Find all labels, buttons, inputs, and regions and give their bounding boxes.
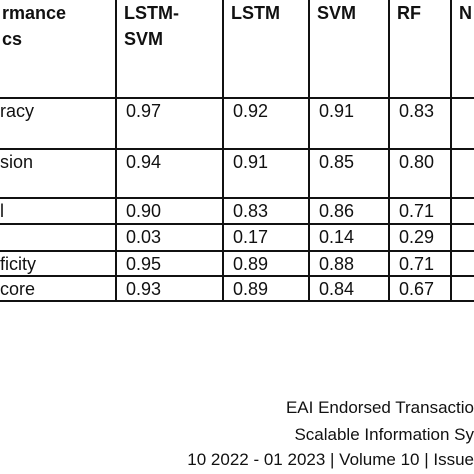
row-line [0, 97, 474, 99]
cell: 0.71 [399, 254, 435, 274]
row-label: sion [0, 152, 34, 172]
cell: 0.80 [399, 152, 435, 172]
cell: 0.89 [233, 254, 269, 274]
header-cell: LSTM [231, 3, 280, 23]
cell: 0.83 [399, 101, 435, 121]
row-line [0, 300, 474, 302]
cell: 0.89 [233, 279, 269, 299]
header-cell: SVM [317, 3, 357, 23]
header-cell: LSTM- SVM [124, 3, 179, 49]
cell: 0.93 [126, 279, 162, 299]
row-line [0, 275, 474, 277]
header-cell: N [459, 3, 472, 23]
cell: 0.95 [126, 254, 162, 274]
row-line [0, 223, 474, 225]
column-line [450, 0, 452, 300]
row-line [0, 197, 474, 199]
row-label: l [0, 201, 4, 221]
cell: 0.29 [399, 227, 435, 247]
cell: 0.88 [319, 254, 355, 274]
cell: 0.97 [126, 101, 162, 121]
cell: 0.83 [233, 201, 269, 221]
cell: 0.17 [233, 227, 269, 247]
cell: 0.90 [126, 201, 162, 221]
cell: 0.85 [319, 152, 355, 172]
column-line [115, 0, 117, 300]
cell: 0.71 [399, 201, 435, 221]
cell: 0.03 [126, 227, 162, 247]
cell: 0.92 [233, 101, 269, 121]
header-cell: rmance cs [2, 3, 67, 49]
row-line [0, 250, 474, 252]
cell: 0.86 [319, 201, 355, 221]
cell: 0.84 [319, 279, 355, 299]
column-line [308, 0, 310, 300]
header-cell: RF [397, 3, 421, 23]
cell: 0.91 [319, 101, 355, 121]
footer-line: 10 2022 - 01 2023 | Volume 10 | Issue [187, 450, 474, 469]
cell: 0.91 [233, 152, 269, 172]
row-label: racy [0, 101, 35, 121]
cell: 0.14 [319, 227, 355, 247]
cell: 0.94 [126, 152, 162, 172]
column-line [388, 0, 390, 300]
row-label: ficity [0, 254, 36, 274]
row-line [0, 148, 474, 150]
row-label: core [0, 279, 36, 299]
column-line [222, 0, 224, 300]
footer-line: Scalable Information Sy [294, 425, 474, 444]
cell: 0.67 [399, 279, 435, 299]
footer-line: EAI Endorsed Transactio [285, 398, 474, 417]
